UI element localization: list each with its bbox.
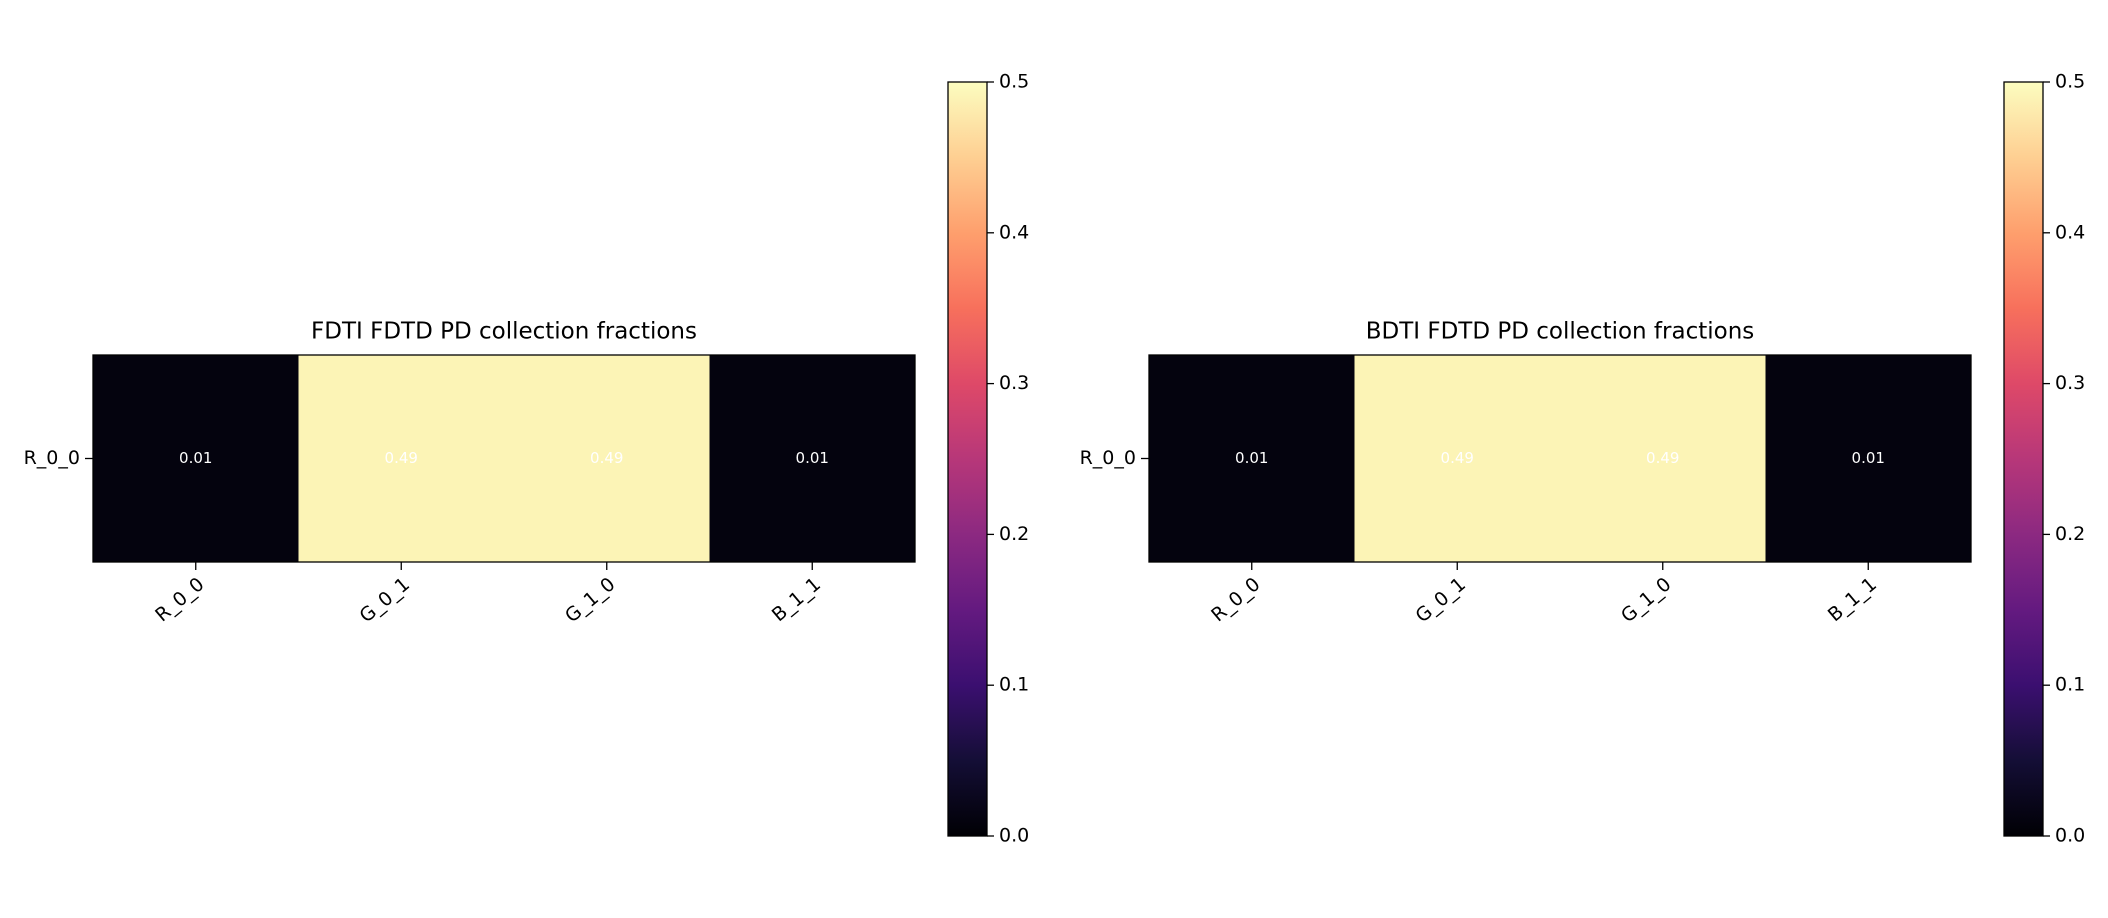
- cell-label: 0.01: [796, 449, 829, 467]
- cell-label: 0.49: [1441, 449, 1474, 467]
- cell-label: 0.49: [590, 449, 623, 467]
- chart-title: BDTI FDTD PD collection fractions: [1366, 319, 1755, 345]
- x-tick-label: G_0_1: [1411, 573, 1470, 627]
- cell-label: 0.01: [179, 449, 212, 467]
- heat-cell: [93, 355, 299, 563]
- heat-cell: [298, 355, 505, 563]
- heat-cell: [1560, 355, 1766, 563]
- heat-cell: [1765, 355, 1972, 563]
- x-tick-label: B_1_1: [1824, 573, 1881, 626]
- colorbar-tick-label: 0.0: [999, 825, 1029, 847]
- x-tick-label: G_1_0: [561, 573, 620, 627]
- x-tick-label: G_1_0: [1617, 573, 1676, 627]
- y-tick-label: R_0_0: [1080, 447, 1136, 469]
- x-tick-label: B_1_1: [768, 573, 825, 626]
- heat-cell: [1354, 355, 1561, 563]
- colorbar-tick-label: 0.2: [999, 523, 1029, 545]
- heat-cell: [504, 355, 710, 563]
- colorbar-tick-label: 0.5: [2055, 71, 2085, 93]
- cell-label: 0.01: [1852, 449, 1885, 467]
- colorbar-tick-label: 0.3: [999, 372, 1029, 394]
- colorbar-tick-label: 0.2: [2055, 523, 2085, 545]
- x-tick-label: G_0_1: [355, 573, 414, 627]
- y-tick-label: R_0_0: [24, 447, 80, 469]
- cell-label: 0.49: [385, 449, 418, 467]
- colorbar-tick-label: 0.1: [999, 674, 1029, 696]
- cell-label: 0.49: [1646, 449, 1679, 467]
- colorbar-tick-label: 0.3: [2055, 372, 2085, 394]
- heat-cell: [709, 355, 916, 563]
- heat-cell: [1149, 355, 1355, 563]
- colorbar: [2003, 81, 2044, 837]
- colorbar: [947, 81, 988, 837]
- colorbar-tick-label: 0.4: [2055, 221, 2085, 243]
- colorbar-tick-label: 0.1: [2055, 674, 2085, 696]
- x-tick-label: R_0_0: [1207, 573, 1264, 626]
- colorbar-tick-label: 0.0: [2055, 825, 2085, 847]
- colorbar-tick-label: 0.4: [999, 221, 1029, 243]
- colorbar-tick-label: 0.5: [999, 71, 1029, 93]
- x-tick-label: R_0_0: [151, 573, 208, 626]
- cell-label: 0.01: [1235, 449, 1268, 467]
- chart-title: FDTI FDTD PD collection fractions: [311, 319, 697, 345]
